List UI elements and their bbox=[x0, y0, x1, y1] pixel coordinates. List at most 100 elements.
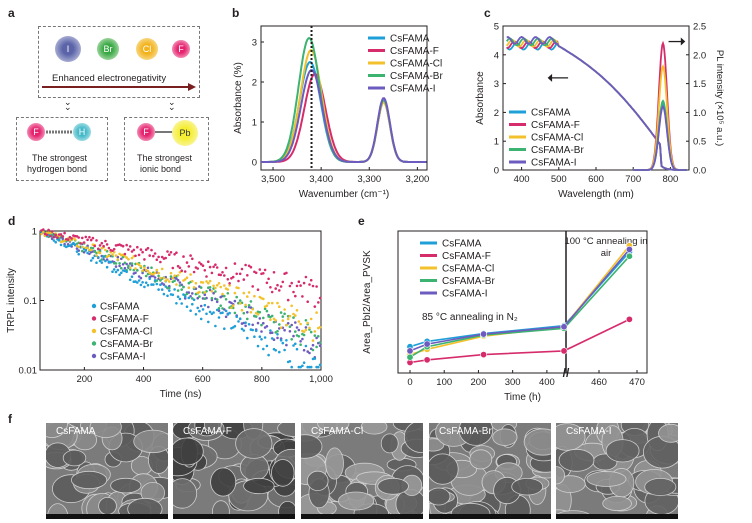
d-point bbox=[253, 294, 256, 298]
d-legend-label: CsFAMA bbox=[100, 302, 140, 313]
b-xtick-label: 3,500 bbox=[261, 174, 285, 185]
d-point bbox=[187, 296, 191, 300]
d-point bbox=[54, 233, 57, 237]
svg-text:⌄: ⌄ bbox=[168, 97, 176, 107]
d-point bbox=[191, 292, 194, 295]
d-point bbox=[123, 254, 127, 258]
d-point bbox=[233, 324, 237, 328]
d-point bbox=[292, 290, 295, 294]
sem-grain bbox=[523, 428, 551, 456]
d-point bbox=[185, 276, 189, 280]
d-point bbox=[77, 252, 80, 256]
d-point bbox=[176, 295, 180, 299]
sem-grain bbox=[377, 477, 409, 495]
d-point bbox=[191, 279, 194, 283]
e-annotation-right-1: 100 °C annealing in bbox=[564, 236, 647, 247]
d-point bbox=[116, 258, 120, 261]
sem-grain bbox=[173, 437, 204, 466]
d-point bbox=[180, 269, 183, 273]
d-point bbox=[95, 239, 98, 242]
d-point bbox=[86, 246, 89, 250]
panel-d-label: d bbox=[8, 214, 16, 228]
d-point bbox=[157, 288, 160, 291]
sem-texture bbox=[301, 423, 423, 519]
d-point bbox=[294, 294, 297, 298]
d-point bbox=[292, 344, 295, 347]
d-point bbox=[283, 328, 286, 332]
d-point bbox=[244, 303, 247, 307]
sem-grain bbox=[602, 496, 632, 512]
d-point bbox=[169, 251, 173, 254]
d-point bbox=[228, 311, 231, 315]
d-point bbox=[247, 323, 251, 326]
d-point bbox=[279, 311, 283, 314]
d-point bbox=[285, 323, 288, 327]
d-point bbox=[120, 257, 123, 261]
sem-grain bbox=[89, 423, 122, 438]
d-point bbox=[157, 274, 160, 278]
d-point bbox=[244, 321, 247, 325]
d-legend-marker bbox=[91, 341, 97, 346]
d-point bbox=[185, 305, 189, 309]
d-point bbox=[235, 272, 238, 276]
d-point bbox=[295, 309, 299, 312]
d-point bbox=[199, 317, 203, 321]
d-point bbox=[263, 336, 267, 339]
d-point bbox=[208, 265, 212, 269]
b-ytick-label: 3 bbox=[252, 38, 257, 49]
d-point bbox=[171, 266, 175, 270]
d-point bbox=[288, 360, 292, 363]
d-point bbox=[278, 350, 281, 354]
d-point bbox=[214, 290, 217, 293]
d-point bbox=[262, 316, 265, 320]
d-point bbox=[249, 300, 253, 303]
e-point bbox=[423, 356, 431, 364]
d-point bbox=[175, 277, 178, 280]
d-point bbox=[155, 258, 159, 262]
d-point bbox=[299, 284, 302, 287]
d-point bbox=[75, 250, 79, 253]
sem-grain bbox=[70, 470, 108, 490]
d-point bbox=[111, 270, 114, 274]
d-point bbox=[152, 283, 155, 286]
d-point bbox=[77, 236, 80, 239]
d-point bbox=[265, 309, 269, 313]
ion-cl: Cl bbox=[136, 38, 158, 60]
d-point bbox=[221, 292, 224, 296]
d-point bbox=[309, 365, 313, 369]
d-point bbox=[159, 260, 162, 264]
d-point bbox=[270, 337, 274, 340]
d-point bbox=[285, 343, 288, 347]
d-point bbox=[168, 289, 171, 292]
d-point bbox=[137, 263, 141, 267]
d-point bbox=[148, 254, 151, 257]
sem-grain bbox=[586, 471, 627, 487]
d-point bbox=[203, 303, 207, 307]
ion-box bbox=[38, 26, 200, 98]
d-point bbox=[270, 290, 274, 294]
c-y2tick-label: 1.5 bbox=[693, 79, 706, 90]
d-point bbox=[104, 239, 107, 243]
d-point bbox=[50, 230, 54, 233]
sem-image-csfama-i: CsFAMA-I bbox=[556, 423, 678, 519]
sem-grain bbox=[317, 423, 350, 432]
d-point bbox=[240, 308, 244, 312]
hbond-atom-f: F bbox=[27, 123, 45, 141]
d-point bbox=[288, 314, 292, 318]
sem-scalebar bbox=[46, 514, 168, 519]
d-point bbox=[286, 322, 290, 325]
d-point bbox=[159, 276, 162, 280]
d-point bbox=[265, 325, 269, 328]
d-point bbox=[111, 253, 114, 256]
d-point bbox=[63, 231, 66, 235]
d-point bbox=[272, 320, 276, 324]
d-point bbox=[201, 308, 205, 311]
panel-f-label: f bbox=[8, 412, 12, 426]
d-point bbox=[226, 278, 230, 281]
sem-grain bbox=[133, 429, 168, 454]
d-point bbox=[72, 241, 75, 245]
d-point bbox=[207, 320, 210, 324]
sem-label: CsFAMA-Cl bbox=[311, 426, 364, 437]
d-point bbox=[166, 294, 169, 298]
d-point bbox=[196, 296, 199, 300]
